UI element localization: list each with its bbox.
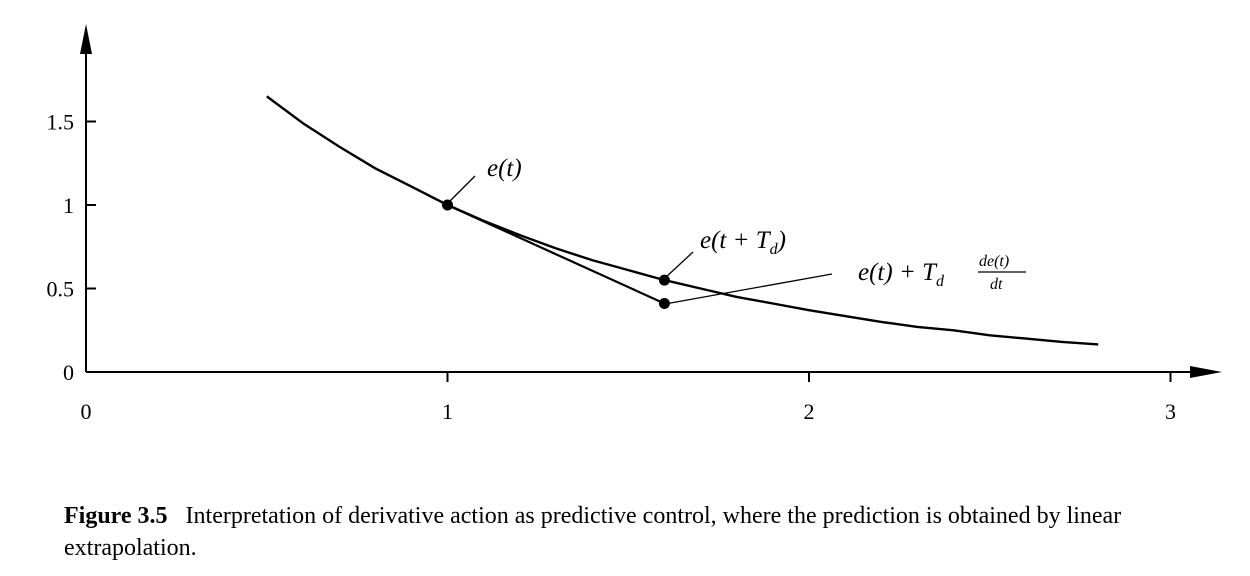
annotation-extrapolation-sub: d bbox=[936, 273, 945, 290]
caption-text: Interpretation of derivative action as p… bbox=[64, 503, 1122, 561]
x-tick-label: 2 bbox=[804, 399, 815, 424]
y-tick-label: 0.5 bbox=[47, 277, 75, 302]
y-tick-label: 1.5 bbox=[47, 110, 75, 135]
y-axis-arrow bbox=[80, 24, 92, 54]
data-point bbox=[442, 199, 453, 211]
tangent-line bbox=[447, 203, 665, 305]
annotation-extrapolation: e(t) + Td bbox=[858, 259, 945, 290]
leader-extrapolation bbox=[664, 273, 833, 305]
leader-e-t bbox=[446, 175, 476, 205]
figure-caption: Figure 3.5 Interpretation of derivative a… bbox=[64, 500, 1234, 564]
annotation-extrapolation-main: e(t) + T bbox=[858, 259, 938, 286]
y-tick-label: 0 bbox=[63, 360, 74, 385]
annotation-e-t-plus-td-close: ) bbox=[776, 227, 786, 254]
annotation-e-t-plus-td: e(t + Td) bbox=[700, 227, 786, 258]
annotation-e-t-plus-td-sub: d bbox=[770, 241, 779, 258]
x-axis-arrow bbox=[1190, 366, 1222, 378]
points bbox=[442, 199, 670, 310]
annotation-extrapolation-denominator: dt bbox=[990, 276, 1003, 293]
x-tick-label: 0 bbox=[81, 399, 92, 424]
y-tick-label: 1 bbox=[63, 193, 74, 218]
annotation-extrapolation-numerator: de(t) bbox=[979, 253, 1009, 270]
x-tick-label: 3 bbox=[1165, 399, 1176, 424]
chart: 0 1 2 300.511.5 e(t) e(t + Td) e(t) + Td de… bbox=[47, 24, 1222, 425]
figure-number: Figure 3.5 bbox=[64, 503, 168, 529]
data-point bbox=[658, 298, 670, 310]
annotation-e-t-plus-td-main: e(t + T bbox=[700, 227, 772, 254]
error-curve bbox=[266, 95, 1099, 346]
x-tick-label: 1 bbox=[442, 399, 453, 424]
leader-e-t-td bbox=[664, 251, 694, 279]
annotation-e-t: e(t) bbox=[487, 155, 522, 182]
ticks: 0 1 2 3 0 0.5 1 1.5 bbox=[47, 110, 1177, 425]
data-point bbox=[658, 274, 670, 286]
series bbox=[266, 95, 1099, 346]
